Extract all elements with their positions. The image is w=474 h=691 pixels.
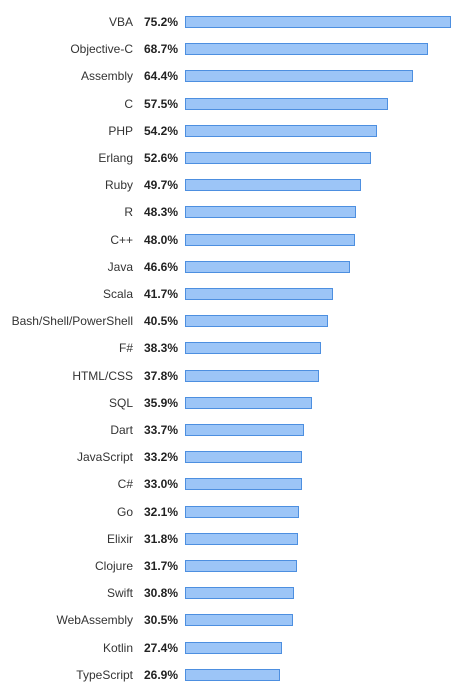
value-label: 33.7% [144,423,179,437]
value-label: 48.0% [144,232,179,247]
bar [185,288,333,300]
value-label: 26.9% [144,667,179,682]
value-label: 46.6% [144,259,179,274]
value-label: 49.7% [144,178,179,193]
category-label: HTML/CSS [72,368,133,383]
category-label: WebAssembly [56,613,133,628]
category-label: Go [116,504,133,519]
category-label: JavaScript [76,450,133,465]
bar [185,233,355,246]
category-label: Erlang [98,151,133,165]
category-label: C++ [110,232,133,247]
category-label: PHP [108,123,133,138]
value-label: 75.2% [144,15,179,29]
category-label: SQL [108,395,133,410]
bar [185,70,413,83]
bar [185,124,377,137]
value-label: 41.7% [144,287,179,301]
value-label: 33.0% [144,477,179,492]
bar [185,342,321,355]
value-label: 40.5% [144,314,179,329]
bar [185,560,298,572]
value-label: 52.6% [144,151,179,165]
bar [185,206,356,219]
category-label: Kotlin [102,640,133,655]
bar [185,587,294,600]
category-label: Java [107,259,133,274]
category-label: Bash/Shell/PowerShell [11,314,133,329]
value-label: 30.8% [144,586,179,601]
category-label: VBA [108,15,133,29]
bar [185,424,305,436]
value-label: 33.2% [144,450,179,465]
bar [185,369,319,382]
category-label: Dart [110,423,133,437]
bar [185,478,302,491]
category-label: TypeScript [76,667,133,682]
bar [185,179,361,192]
category-label: C# [117,477,133,492]
bar [185,43,428,56]
bar [185,451,303,464]
bar [185,641,282,654]
value-label: 57.5% [144,96,179,111]
value-label: 31.8% [144,531,179,546]
category-label: Swift [106,586,133,601]
category-label: Assembly [80,69,133,84]
bar [185,315,329,328]
value-label: 48.3% [144,205,179,220]
bar [185,97,389,110]
category-label: Ruby [104,178,133,193]
value-label: 64.4% [144,69,179,84]
bar [185,260,350,273]
value-label: 32.1% [144,504,179,519]
bar [185,614,293,627]
category-label: F# [118,341,133,356]
bar [185,396,312,409]
category-label: Elixir [107,531,133,546]
bar [185,532,298,545]
value-label: 31.7% [144,559,179,573]
value-label: 38.3% [144,341,179,356]
bar [185,16,451,28]
category-label: Objective-C [70,42,133,57]
value-label: 68.7% [144,42,179,57]
value-label: 35.9% [144,395,179,410]
category-label: Scala [102,287,133,301]
category-label: C [124,96,133,111]
category-label: Clojure [94,559,133,573]
bar [185,152,372,164]
value-label: 54.2% [144,123,179,138]
value-label: 30.5% [144,613,179,628]
value-label: 37.8% [144,368,179,383]
bar [185,505,299,518]
bar [185,668,281,681]
value-label: 27.4% [144,640,179,655]
category-label: R [124,205,133,220]
